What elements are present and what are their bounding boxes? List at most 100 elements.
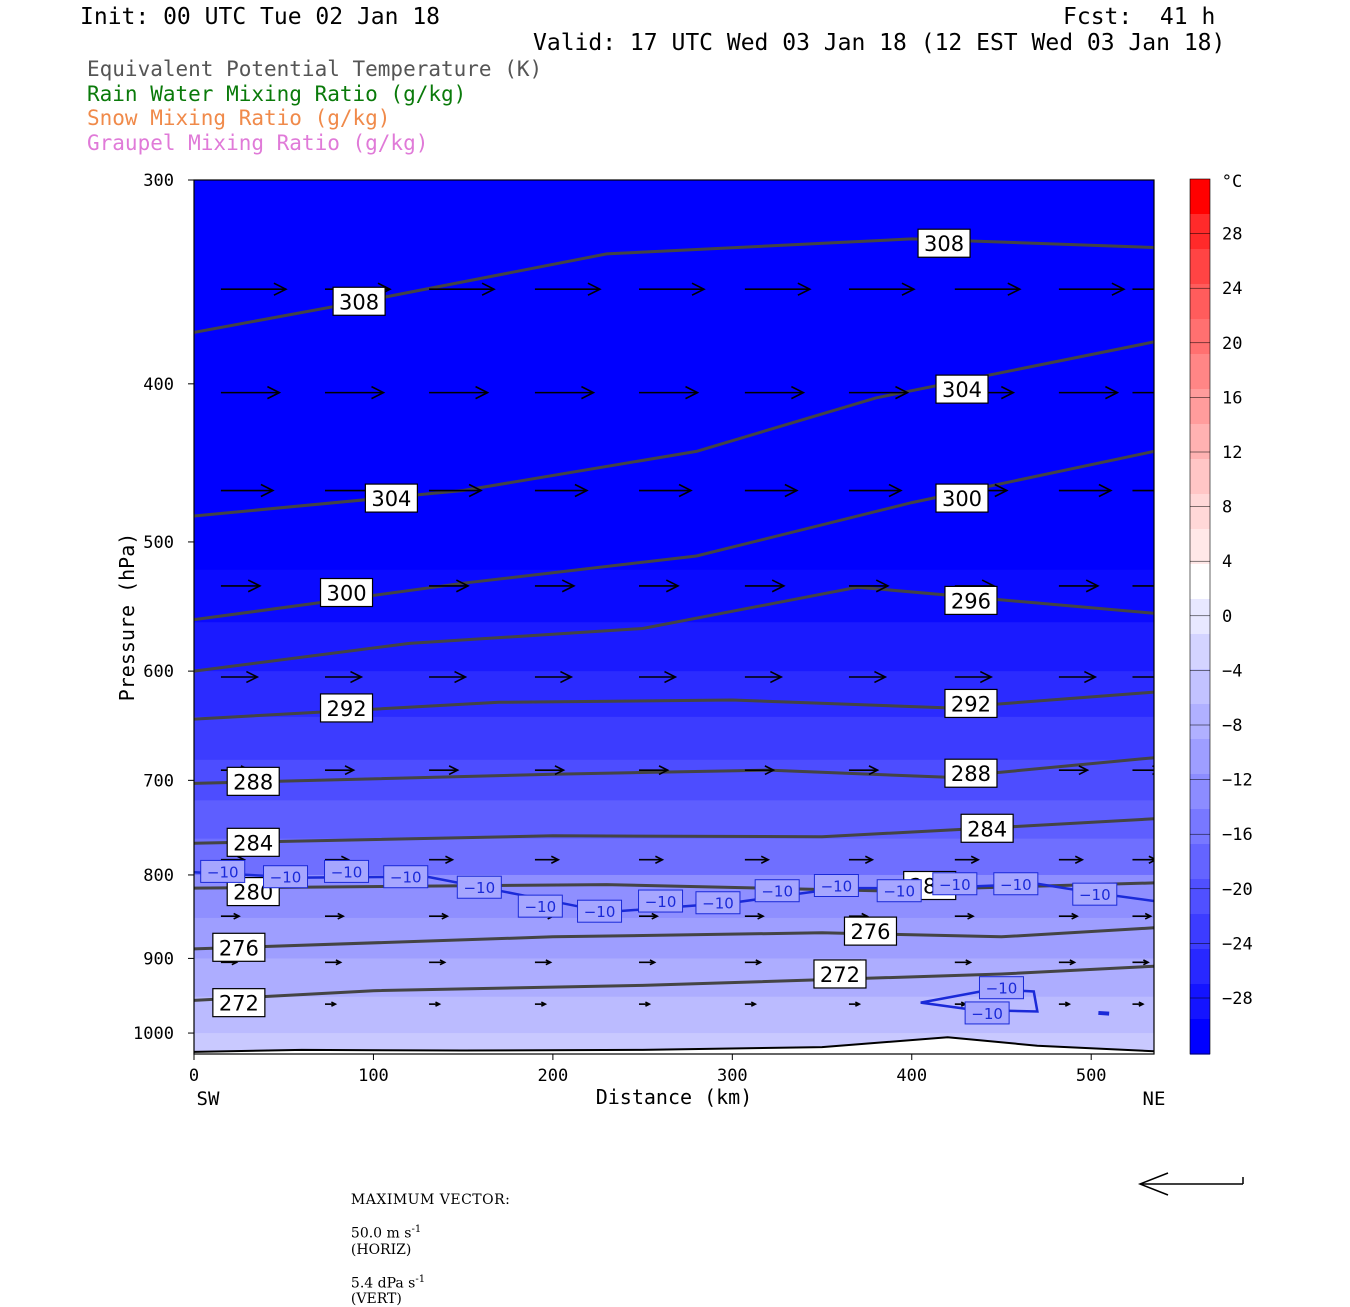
- wind-arrow-head: [1007, 282, 1022, 296]
- wind-arrow-head: [1172, 485, 1184, 497]
- colorbar-swatch: [1190, 984, 1210, 1020]
- theta-e-label-box: [944, 758, 998, 788]
- theta-e-label-288: 288: [226, 766, 280, 796]
- y-tick-label: 800: [143, 866, 174, 886]
- wind-arrow-head: [233, 912, 241, 920]
- theta-e-label-text: 272: [820, 963, 860, 987]
- wind-arrow-head: [678, 483, 693, 498]
- wind-arrow-head: [1078, 765, 1090, 776]
- theta-e-label-292: 292: [319, 693, 374, 723]
- colorbar-tick-label: −16: [1222, 825, 1253, 845]
- theta-e-label-box: [226, 766, 280, 796]
- colorbar-swatch: [1190, 459, 1210, 495]
- theta-e-line-276: [194, 926, 1154, 951]
- x-tick-label: 200: [538, 1066, 569, 1086]
- wind-arrow-head: [651, 912, 659, 920]
- theta-e-label-text: 296: [951, 589, 991, 613]
- theta-e-label-296: 296: [944, 585, 998, 615]
- colorbar-swatch: [1190, 844, 1210, 880]
- colorbar-tick-label: 8: [1222, 498, 1232, 518]
- vert-tag: (VERT): [350, 1291, 402, 1307]
- wind-arrow-head: [770, 670, 784, 684]
- wind-arrow-head: [246, 670, 260, 684]
- theta-e-label-box: [944, 688, 998, 719]
- isotherm-label: −10: [200, 859, 246, 883]
- wind-arrow-head: [1144, 912, 1153, 920]
- isotherm-label-text: −10: [986, 980, 1018, 998]
- x-tick-label: 300: [717, 1066, 748, 1086]
- wind-arrow-head: [979, 670, 994, 684]
- wind-arrow-head: [864, 855, 875, 864]
- isotherm-label-text: −10: [883, 883, 915, 901]
- isotherm-label-text: −10: [1000, 876, 1032, 894]
- theta-e-line-308: [194, 237, 1154, 334]
- theta-e-label-text: 304: [942, 378, 982, 402]
- isotherm-label-text: −10: [702, 895, 734, 913]
- wind-arrow-head: [764, 765, 776, 776]
- wind-arrow-head: [755, 959, 763, 966]
- theta-e-label-304: 304: [364, 483, 418, 513]
- wind-arrow-head: [441, 912, 450, 920]
- wind-arrow-head: [581, 385, 596, 400]
- y-axis-label: Pressure (hPa): [115, 533, 139, 702]
- isotherm-label-text: −10: [761, 883, 793, 901]
- isotherm-label: −10: [577, 899, 623, 923]
- legend-rain: Rain Water Mixing Ratio (g/kg): [87, 82, 467, 106]
- colorbar: °C 28 24 20 16 12 8 4 0 −4 −8 −12 −16 −20 −24 −28: [1189, 172, 1253, 1055]
- wind-arrow-head: [540, 1001, 548, 1007]
- theta-e-label-288: 288: [944, 758, 998, 788]
- wind-arrow-head: [655, 855, 665, 864]
- wind-arrow-head: [895, 385, 910, 400]
- wind-arrow-head: [439, 959, 447, 966]
- isotherm-label-text: −10: [207, 863, 239, 881]
- isotherm-label-text: −10: [331, 863, 363, 881]
- forecast-hour: Fcst: 41 h: [1063, 4, 1216, 30]
- colorbar-tick-label: −4: [1222, 661, 1242, 681]
- legend-theta-e: Equivalent Potential Temperature (K): [87, 57, 543, 81]
- theta-e-label-284: 284: [960, 813, 1014, 843]
- isotherm-label: −10: [813, 874, 859, 898]
- wind-arrow-head: [435, 1001, 442, 1007]
- y-tick-label: 500: [143, 533, 174, 553]
- colorbar-swatch: [1190, 704, 1210, 740]
- theta-e-label-box: [226, 827, 280, 857]
- contour-labels: 308 308 304 304 300 300 296 292 292 288 288 284 284 2…: [200, 228, 1118, 1025]
- colorbar-swatch: [1190, 284, 1210, 320]
- wind-arrow-head: [665, 579, 680, 593]
- isotherm-label: −10: [638, 889, 684, 913]
- colorbar-swatch: [1190, 774, 1210, 810]
- wind-arrow-head: [331, 1001, 338, 1007]
- isotherm-label-box: [577, 899, 623, 923]
- colorbar-tick-label: 12: [1222, 443, 1242, 463]
- wind-arrow-head: [448, 765, 460, 776]
- colorbar-unit: °C: [1222, 172, 1242, 192]
- wind-arrow-head: [247, 579, 262, 593]
- wind-arrow-head: [784, 483, 799, 498]
- wind-arrow-head: [645, 1001, 652, 1007]
- theta-e-label-text: 272: [219, 992, 259, 1016]
- wind-arrow-head: [970, 855, 981, 864]
- colorbar-tick-label: −28: [1222, 989, 1253, 1009]
- theta-e-label-box: [944, 585, 998, 615]
- wind-arrow-head: [1069, 959, 1077, 966]
- wind-arrow-head: [888, 483, 903, 498]
- wind-arrow-head: [868, 765, 880, 776]
- terrain: [194, 1036, 1154, 1054]
- temp-band: [194, 996, 1154, 1035]
- colorbar-swatch: [1190, 669, 1210, 705]
- theta-e-label-300: 300: [319, 577, 374, 608]
- isotherm-label-box: [993, 872, 1039, 896]
- isotherm-label-box: [263, 865, 309, 889]
- isotherm-label-box: [638, 889, 684, 913]
- wind-arrow-head: [371, 385, 386, 400]
- colorbar-tick-label: 4: [1222, 552, 1232, 572]
- colorbar-swatch: [1190, 564, 1210, 600]
- wind-arrow-head: [1098, 483, 1113, 498]
- wind-arrow-head: [468, 483, 483, 498]
- y-tick-label: 900: [143, 949, 174, 969]
- colorbar-swatch: [1190, 1019, 1210, 1055]
- theta-e-label-text: 284: [233, 831, 273, 855]
- theta-e-line-300: [194, 449, 1154, 622]
- colorbar-swatch: [1190, 599, 1210, 635]
